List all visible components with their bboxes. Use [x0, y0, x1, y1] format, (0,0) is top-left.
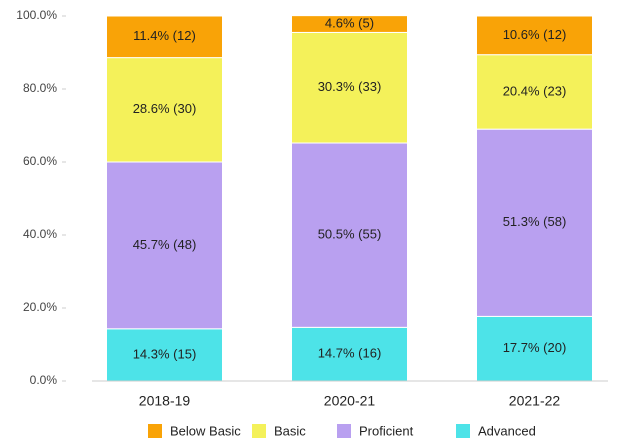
- data-label: 50.5% (55): [318, 227, 382, 242]
- y-tick-label: 40.0%: [23, 227, 57, 241]
- data-label: 51.3% (58): [503, 214, 567, 229]
- bar-segment: [476, 15, 593, 56]
- data-label: 11.4% (12): [133, 28, 196, 43]
- bar-segment: [291, 15, 408, 33]
- bar-segment: [106, 57, 223, 163]
- data-label: 14.3% (15): [133, 346, 197, 361]
- legend-label: Basic: [274, 423, 306, 438]
- legend-swatch: [148, 424, 162, 438]
- x-tick-label: 2020-21: [324, 393, 376, 409]
- data-label: 20.4% (23): [503, 83, 567, 98]
- legend-swatch: [337, 424, 351, 438]
- bar-segment: [106, 15, 223, 59]
- legend-swatch: [456, 424, 470, 438]
- bar-segment: [476, 128, 593, 317]
- x-tick-label: 2018-19: [139, 393, 191, 409]
- y-tick-label: 100.0%: [16, 8, 57, 22]
- data-label: 17.7% (20): [503, 340, 567, 355]
- x-tick-label: 2021-22: [509, 393, 561, 409]
- bar-segment: [291, 142, 408, 328]
- data-label: 30.3% (33): [318, 79, 382, 94]
- y-tick-label: 60.0%: [23, 154, 57, 168]
- bar-segment: [476, 315, 593, 382]
- legend-label: Proficient: [359, 423, 414, 438]
- data-label: 10.6% (12): [503, 27, 567, 42]
- y-tick-label: 80.0%: [23, 81, 57, 95]
- legend-label: Below Basic: [170, 423, 241, 438]
- bar-segment: [476, 54, 593, 130]
- bar-segment: [106, 161, 223, 330]
- y-tick-label: 20.0%: [23, 300, 57, 314]
- y-tick-label: 0.0%: [30, 373, 58, 387]
- data-label: 14.7% (16): [318, 346, 382, 361]
- data-label: 45.7% (48): [133, 237, 197, 252]
- bar-segment: [291, 31, 408, 144]
- legend-label: Advanced: [478, 423, 536, 438]
- bar-segment: [291, 326, 408, 382]
- data-label: 28.6% (30): [133, 101, 197, 116]
- data-label: 4.6% (5): [325, 15, 374, 30]
- legend-swatch: [252, 424, 266, 438]
